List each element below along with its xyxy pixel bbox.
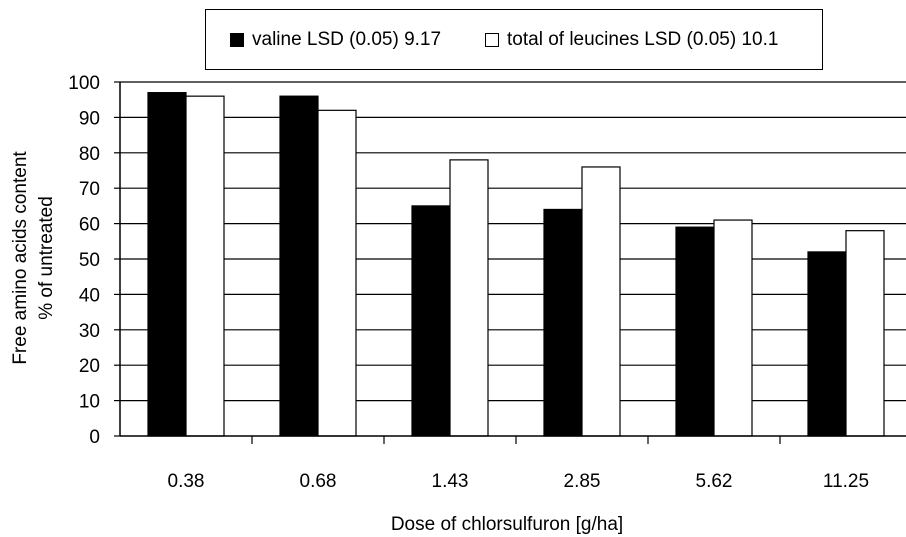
x-axis-ticks: 0.38 0.68 1.43 2.85 5.62 11.25 [168,436,869,492]
bar-leucines [449,159,489,437]
x-axis-title: Dose of chlorsulfuron [g/ha] [391,514,623,535]
x-tick-label: 0.68 [300,471,337,492]
y-axis-ticks: 0 10 20 30 40 50 60 70 80 90 100 [68,73,120,448]
y-tick-label: 70 [79,179,100,200]
y-tick-label: 0 [89,427,100,448]
legend-swatch-valine [230,33,244,47]
legend-label-leucines: total of leucines LSD (0.05) 10.1 [507,29,779,50]
bar-valine [147,92,187,437]
legend-swatch-leucines [485,33,499,47]
y-axis-title-line2: % of untreated [36,196,57,320]
y-tick-label: 60 [79,215,100,236]
bar-leucines [581,166,621,437]
chart-legend: valine LSD (0.05) 9.17 total of leucines… [205,9,823,70]
x-tick-label: 2.85 [564,471,601,492]
y-tick-label: 30 [79,321,100,342]
legend-label-valine: valine LSD (0.05) 9.17 [252,29,442,50]
y-tick-label: 10 [79,392,100,413]
bar-leucines [317,109,357,437]
bar-valine [807,251,847,437]
gridlines [120,81,906,402]
bar-valine [543,208,583,437]
legend-item-leucines: total of leucines LSD (0.05) 10.1 [485,29,778,51]
y-tick-label: 90 [79,108,100,129]
x-tick-label: 5.62 [696,471,733,492]
y-tick-label: 20 [79,356,100,377]
x-tick-label: 0.38 [168,471,205,492]
bar-valine [411,205,451,437]
y-axis-title-line1: Free amino acids content [10,151,31,365]
bar-valine [279,95,319,437]
bar-leucines [185,95,225,437]
bar-valine [675,226,715,437]
y-tick-label: 50 [79,250,100,271]
x-tick-label: 1.43 [432,471,469,492]
bar-leucines [845,230,885,437]
legend-item-valine: valine LSD (0.05) 9.17 [230,29,441,51]
bars [147,92,885,437]
bar-leucines [713,219,753,437]
y-tick-label: 80 [79,144,100,165]
x-tick-label: 11.25 [823,471,869,492]
y-tick-label: 40 [79,285,100,306]
y-tick-label: 100 [68,73,100,94]
